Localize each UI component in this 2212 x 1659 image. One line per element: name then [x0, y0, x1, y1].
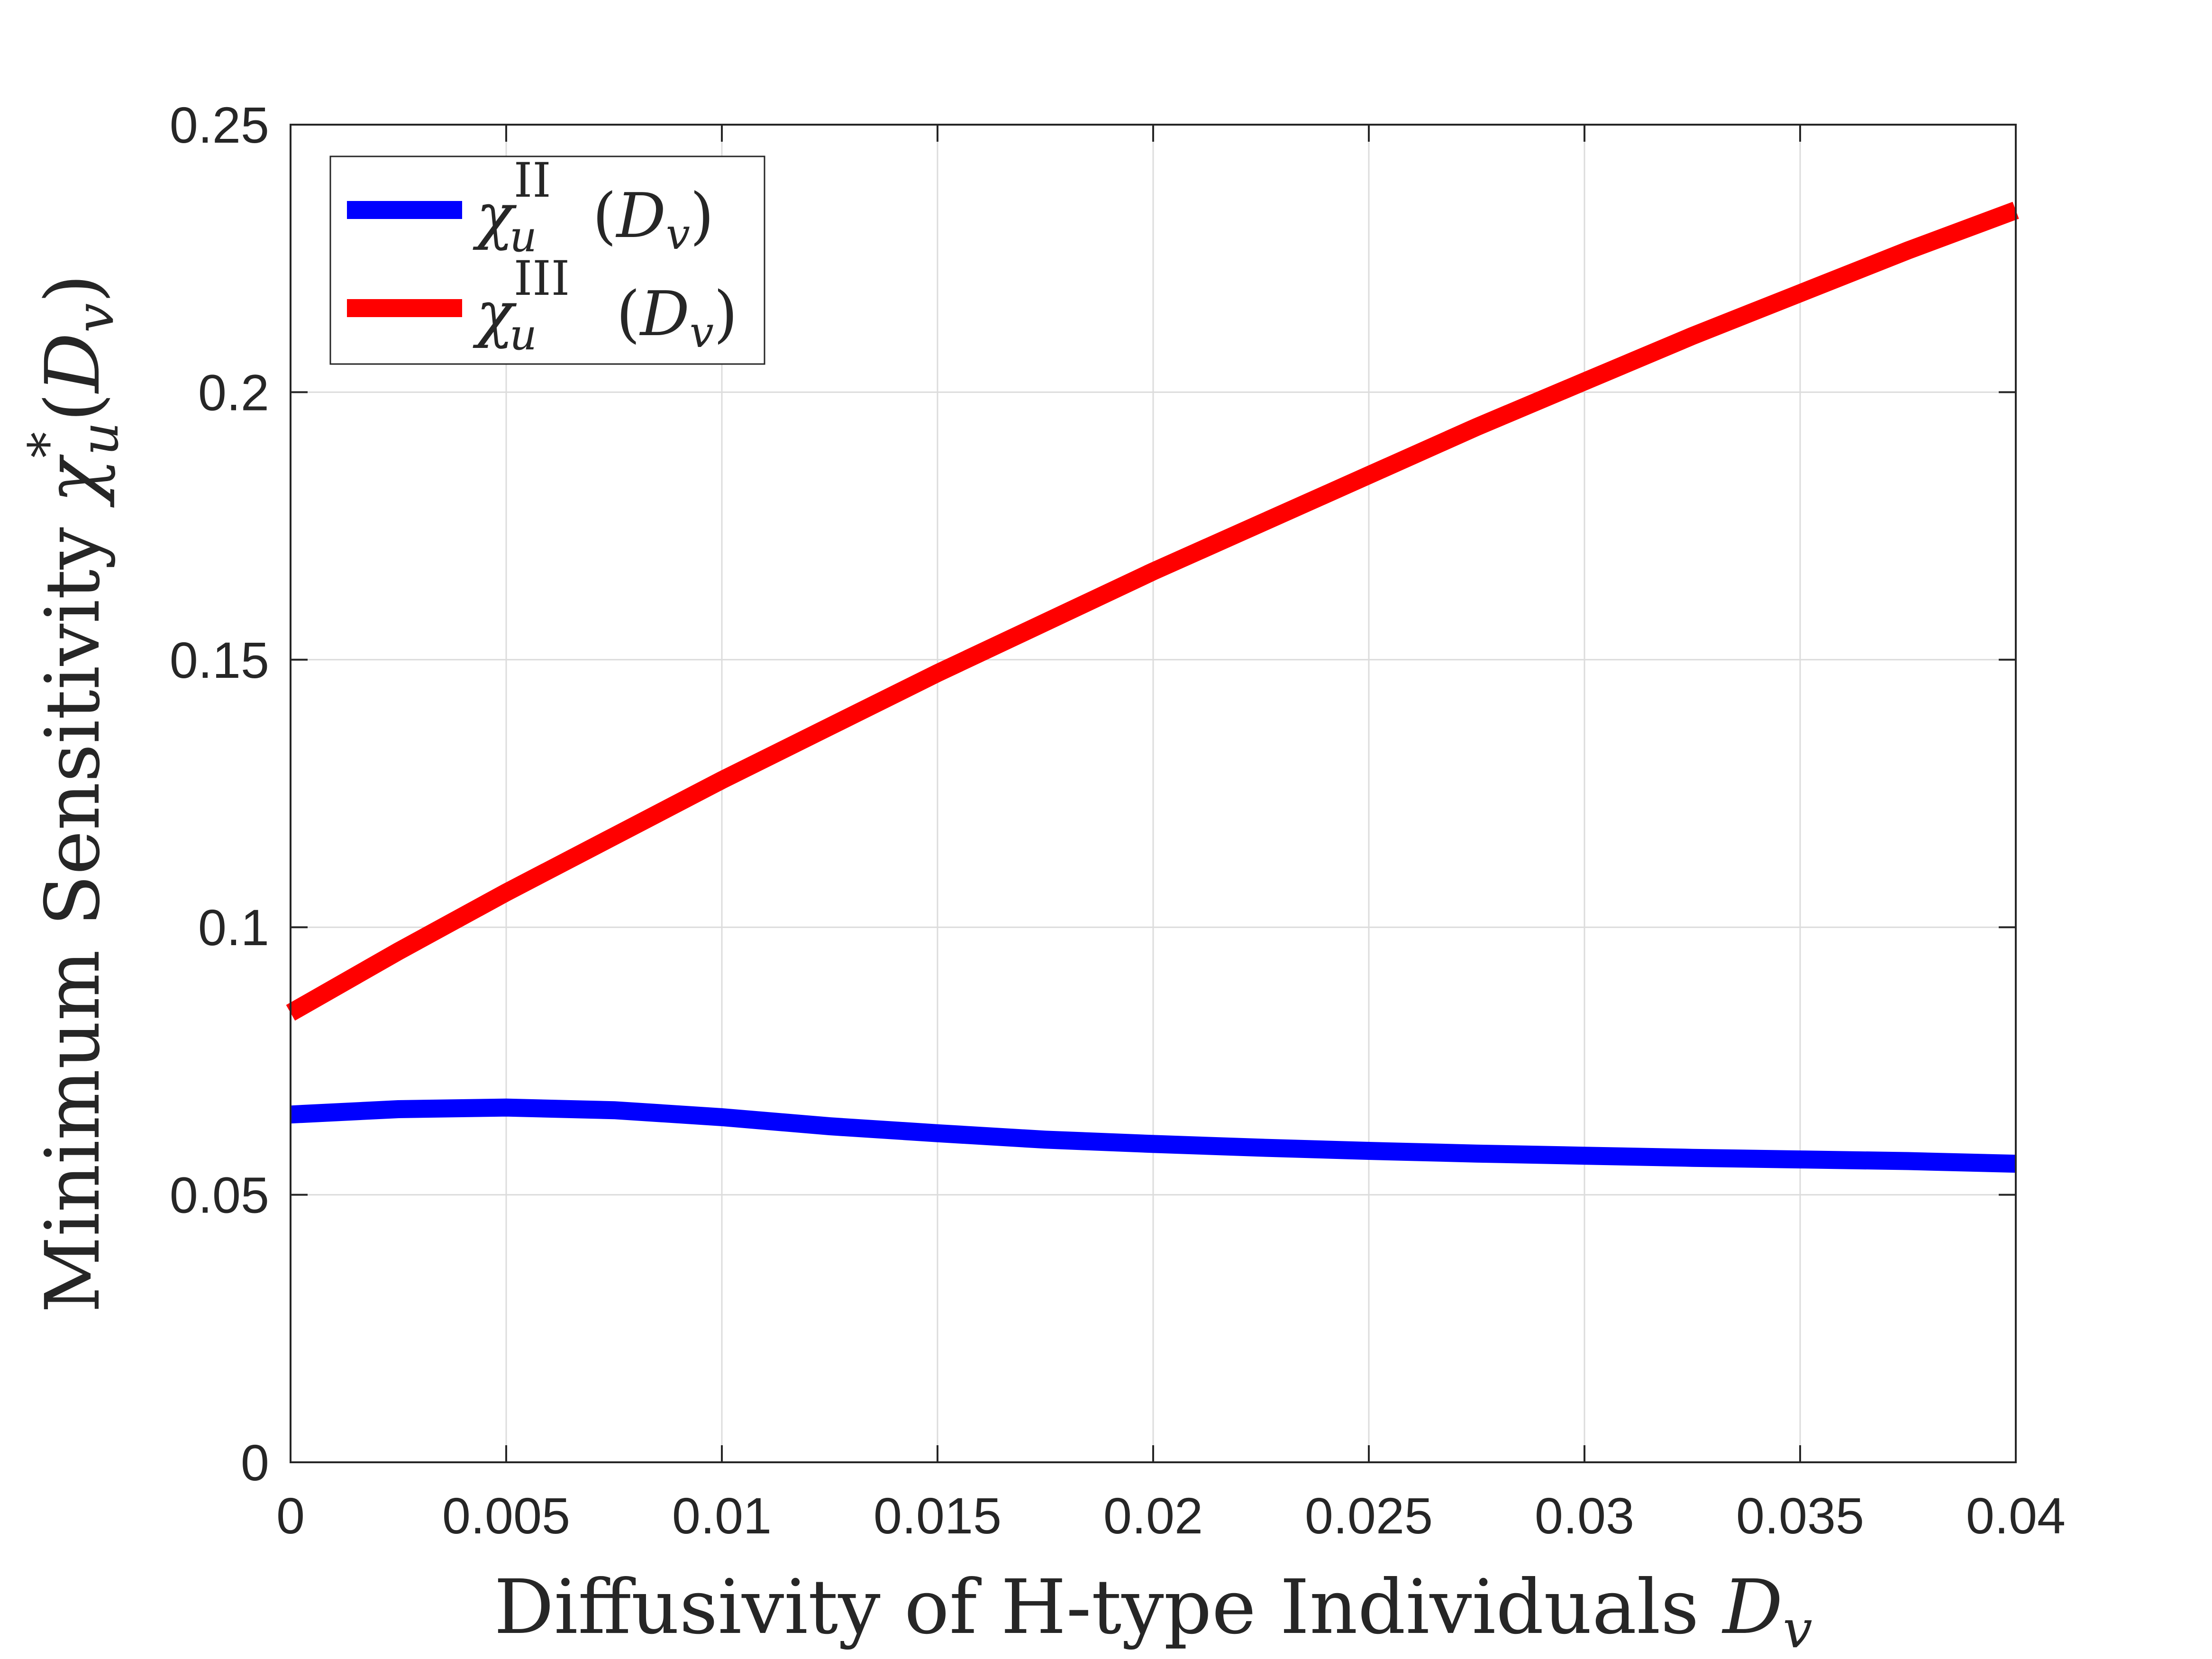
y-tick-label: 0.15: [170, 631, 269, 689]
legend-iii-paren-close: ): [714, 278, 738, 350]
x-tick-labels: 0 0.005 0.01 0.015 0.02 0.025 0.03 0.035 0.04: [276, 1487, 2066, 1544]
x-tick-label: 0.01: [672, 1487, 772, 1544]
series-line-ii: [290, 1098, 2016, 1173]
x-axis-label-math-sub: v: [1783, 1599, 1812, 1659]
legend-ii-paren-open: (: [592, 180, 617, 252]
x-tick-label: 0.04: [1966, 1487, 2066, 1544]
series-line-iii: [286, 201, 2019, 1021]
legend-iii-paren-open: (: [616, 278, 640, 350]
legend-entry-series-iii: χIII u (Dv): [473, 251, 738, 360]
y-axis-label-paren-close: ): [29, 274, 117, 303]
legend: χII u (Dv) χIII u (Dv): [329, 153, 765, 365]
x-axis-label-text: Diffusivity of H-type Individuals: [494, 1564, 1723, 1651]
series-lines: [286, 201, 2019, 1173]
y-axis-label-paren-open: (: [29, 393, 117, 422]
y-axis-label-text: Minimum Sensitivity: [29, 503, 117, 1313]
x-tick-label: 0.035: [1736, 1487, 1864, 1544]
legend-ii-arg: D: [616, 180, 666, 252]
legend-iii-sup: III: [514, 251, 570, 306]
x-axis-label-math: D: [1721, 1564, 1783, 1651]
y-axis-label-math-sup: *: [17, 432, 78, 458]
x-tick-label: 0.005: [442, 1487, 570, 1544]
legend-iii-arg-sub: v: [690, 308, 714, 357]
legend-iii-base: χ: [473, 278, 517, 350]
x-tick-label: 0.03: [1535, 1487, 1634, 1544]
y-tick-label: 0.1: [198, 899, 269, 956]
x-axis-label: Diffusivity of H-type Individuals Dv: [494, 1564, 1812, 1659]
legend-iii-arg: D: [639, 278, 690, 350]
y-tick-label: 0.05: [170, 1167, 269, 1224]
legend-ii-sup: II: [514, 153, 551, 208]
legend-ii-arg-sub: v: [666, 210, 690, 259]
y-tick-labels: 0 0.05 0.1 0.15 0.2 0.25: [170, 96, 269, 1491]
y-axis-label-arg: D: [29, 333, 117, 394]
x-tick-label: 0.015: [874, 1487, 1001, 1544]
axis-ticks: [290, 124, 2017, 1463]
grid-lines: [290, 124, 2017, 1463]
legend-iii-sub: u: [510, 310, 537, 360]
legend-box: [329, 155, 765, 365]
y-tick-label: 0: [241, 1434, 269, 1491]
y-axis-label-math-sub: u: [69, 422, 130, 456]
y-axis-label-arg-sub: v: [64, 303, 125, 333]
x-tick-label: 0.025: [1305, 1487, 1433, 1544]
x-tick-label: 0.02: [1103, 1487, 1203, 1544]
legend-ii-base: χ: [473, 180, 517, 252]
legend-ii-paren-close: ): [690, 180, 714, 252]
y-tick-label: 0.25: [170, 96, 269, 154]
legend-ii-sub: u: [510, 212, 537, 262]
x-tick-label: 0: [276, 1487, 305, 1544]
y-axis-label: Minimum Sensitivity χ*u(Dv): [17, 274, 130, 1313]
y-axis-label-math: χ: [29, 454, 117, 508]
y-tick-label: 0.2: [198, 364, 269, 421]
legend-entry-series-ii: χII u (Dv): [473, 153, 714, 262]
